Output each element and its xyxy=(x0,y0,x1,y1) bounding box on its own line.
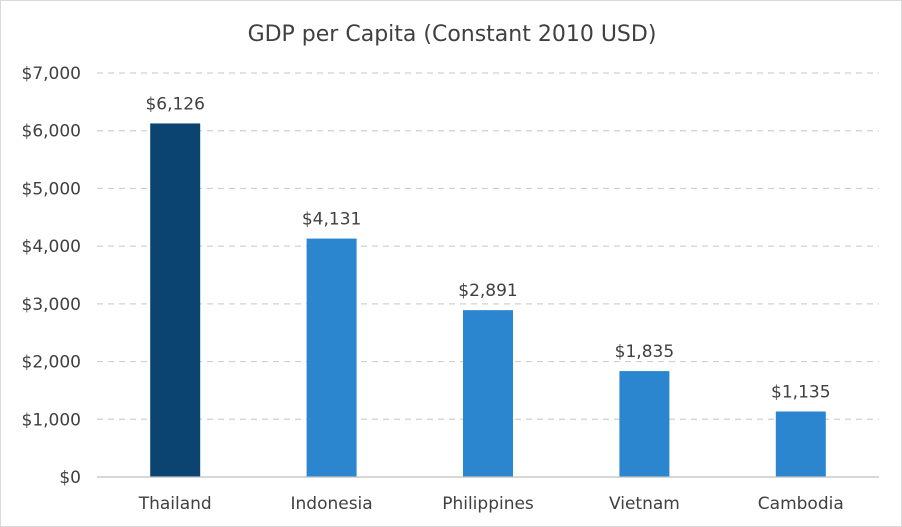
data-label-cambodia: $1,135 xyxy=(771,382,830,402)
bar-thailand xyxy=(150,123,201,477)
y-tick-label: $2,000 xyxy=(22,353,81,373)
bar-philippines xyxy=(463,310,513,477)
bar-cambodia xyxy=(775,411,826,477)
data-label-vietnam: $1,835 xyxy=(615,342,674,362)
y-tick-label: $3,000 xyxy=(22,295,81,315)
chart-title: GDP per Capita (Constant 2010 USD) xyxy=(248,22,657,47)
x-axis-categories: Thailand Indonesia Philippines Vietnam Cambo… xyxy=(138,494,844,514)
y-tick-label: $1,000 xyxy=(22,410,81,430)
x-category-label: Vietnam xyxy=(609,494,680,514)
x-category-label: Cambodia xyxy=(758,494,844,514)
y-axis-ticks: $0 $1,000 $2,000 $3,000 $4,000 $5,000 $6,000 $7… xyxy=(22,64,81,488)
bar-vietnam xyxy=(619,371,670,477)
x-category-label: Thailand xyxy=(138,494,212,514)
x-category-label: Philippines xyxy=(442,494,534,514)
data-labels: $6,126 $4,131 $2,891 $1,835 $1,135 xyxy=(145,94,830,402)
x-category-label: Indonesia xyxy=(290,494,372,514)
data-label-philippines: $2,891 xyxy=(458,281,517,301)
y-tick-label: $7,000 xyxy=(22,64,81,84)
bars xyxy=(150,123,826,477)
y-tick-label: $4,000 xyxy=(22,237,81,257)
y-tick-label: $0 xyxy=(59,468,81,488)
bar-indonesia xyxy=(306,238,357,477)
data-label-thailand: $6,126 xyxy=(145,94,204,114)
y-tick-label: $5,000 xyxy=(22,179,81,199)
data-label-indonesia: $4,131 xyxy=(302,210,361,230)
y-tick-label: $6,000 xyxy=(22,122,81,142)
